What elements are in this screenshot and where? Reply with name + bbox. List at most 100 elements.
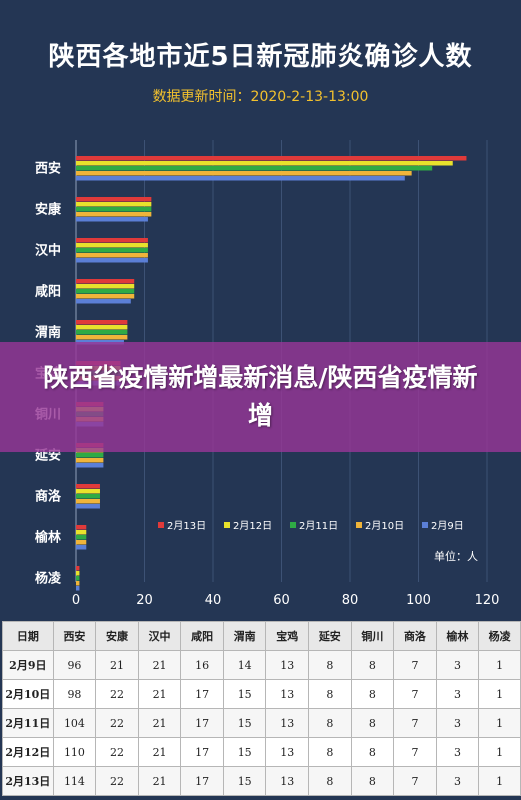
bar <box>76 325 128 330</box>
table-cell: 15 <box>222 679 267 709</box>
table-cell: 8 <box>308 679 352 709</box>
table-cell: 17 <box>180 737 224 767</box>
table-header-cell: 榆林 <box>435 621 480 651</box>
update-time: 数据更新时间：2020-2-13-13:00 <box>152 89 369 105</box>
table-cell: 2月9日 <box>2 650 54 680</box>
table-header-cell: 日期 <box>2 621 54 651</box>
headline-banner: 陕西省疫情新增最新消息/陕西省疫情新增 <box>0 342 521 452</box>
table-cell: 2月12日 <box>2 737 54 767</box>
category-label: 榆林 <box>35 530 61 546</box>
legend-label: 2月12日 <box>233 520 272 532</box>
table-row: 2月12日 110 22 21 17 15 13 8 8 7 3 1 <box>2 737 521 767</box>
category-label: 西安 <box>35 161 61 177</box>
category-label: 安康 <box>35 202 62 218</box>
table-row: 2月11日 104 22 21 17 15 13 8 8 7 3 1 <box>2 708 521 738</box>
bar <box>76 171 412 176</box>
table-cell: 8 <box>308 766 352 796</box>
category-label: 商洛 <box>35 489 62 505</box>
table-cell: 22 <box>95 766 139 796</box>
category-label: 咸阳 <box>35 284 61 300</box>
table-cell: 17 <box>180 708 224 738</box>
bar <box>76 166 433 171</box>
table-cell: 1 <box>478 650 521 680</box>
table-cell: 22 <box>95 737 139 767</box>
table-cell: 15 <box>222 708 267 738</box>
table-cell: 13 <box>265 650 310 680</box>
table-cell: 21 <box>137 650 182 680</box>
headline-text: 陕西省疫情新增最新消息/陕西省疫情新增 <box>43 363 478 430</box>
table-header-cell: 杨凌 <box>478 621 521 651</box>
legend-label: 2月11日 <box>299 520 338 532</box>
table-cell: 110 <box>52 737 97 767</box>
x-tick-label: 0 <box>72 593 80 608</box>
bar <box>76 576 80 581</box>
table-cell: 13 <box>265 708 310 738</box>
table-header-cell: 渭南 <box>222 621 267 651</box>
bar <box>76 284 135 289</box>
bar <box>76 289 135 294</box>
table-cell: 7 <box>393 708 437 738</box>
legend-swatch <box>224 522 230 528</box>
bar <box>76 299 131 304</box>
table-cell: 8 <box>350 737 395 767</box>
table-cell: 15 <box>222 766 267 796</box>
table-header-cell: 宝鸡 <box>265 621 310 651</box>
table-cell: 7 <box>393 650 437 680</box>
table-cell: 21 <box>137 737 182 767</box>
bar <box>76 330 128 335</box>
table-cell: 3 <box>435 737 480 767</box>
table-cell: 7 <box>393 766 437 796</box>
bar <box>76 571 80 576</box>
table-cell: 114 <box>52 766 97 796</box>
table-row: 2月9日 96 21 21 16 14 13 8 8 7 3 1 <box>2 650 521 680</box>
table-cell: 1 <box>478 737 521 767</box>
x-tick-label: 100 <box>406 593 431 608</box>
table-cell: 21 <box>137 708 182 738</box>
table-cell: 7 <box>393 679 437 709</box>
bar <box>76 258 148 263</box>
bar <box>76 176 405 181</box>
table-row: 2月13日 114 22 21 17 15 13 8 8 7 3 1 <box>2 766 521 796</box>
table-cell: 16 <box>180 650 224 680</box>
bar <box>76 335 128 340</box>
legend-label: 2月9日 <box>431 520 464 532</box>
bar <box>76 161 453 166</box>
bar <box>76 243 148 248</box>
bar <box>76 156 467 161</box>
table-cell: 2月10日 <box>2 679 54 709</box>
bar <box>76 212 152 217</box>
table-cell: 2月13日 <box>2 766 54 796</box>
x-tick-label: 80 <box>342 593 359 608</box>
table-cell: 1 <box>478 766 521 796</box>
table-cell: 3 <box>435 708 480 738</box>
table-cell: 21 <box>95 650 139 680</box>
bar <box>76 525 87 530</box>
table-cell: 17 <box>180 766 224 796</box>
table-cell: 8 <box>350 766 395 796</box>
category-label: 汉中 <box>35 243 61 259</box>
x-tick-label: 40 <box>205 593 222 608</box>
category-label: 渭南 <box>35 325 61 341</box>
table-cell: 104 <box>52 708 97 738</box>
table-header-cell: 西安 <box>52 621 97 651</box>
bar <box>76 202 152 207</box>
bar <box>76 197 152 202</box>
bar <box>76 499 100 504</box>
table-cell: 21 <box>137 679 182 709</box>
x-tick-label: 60 <box>273 593 290 608</box>
chart-title: 陕西各地市近5日新冠肺炎确诊人数 <box>48 42 473 72</box>
table-cell: 98 <box>52 679 97 709</box>
bar <box>76 566 80 571</box>
x-tick-label: 120 <box>475 593 500 608</box>
bar <box>76 484 100 489</box>
x-tick-label: 20 <box>136 593 153 608</box>
table-header-cell: 咸阳 <box>180 621 224 651</box>
table-cell: 96 <box>52 650 97 680</box>
bar <box>76 586 80 591</box>
legend-swatch <box>158 522 164 528</box>
table-cell: 22 <box>95 679 139 709</box>
unit-label: 单位：人 <box>434 549 478 563</box>
table-cell: 3 <box>435 650 480 680</box>
bar <box>76 207 152 212</box>
table-header-row: 日期 西安 安康 汉中 咸阳 渭南 宝鸡 延安 铜川 商洛 榆林 杨凌 <box>2 621 521 651</box>
